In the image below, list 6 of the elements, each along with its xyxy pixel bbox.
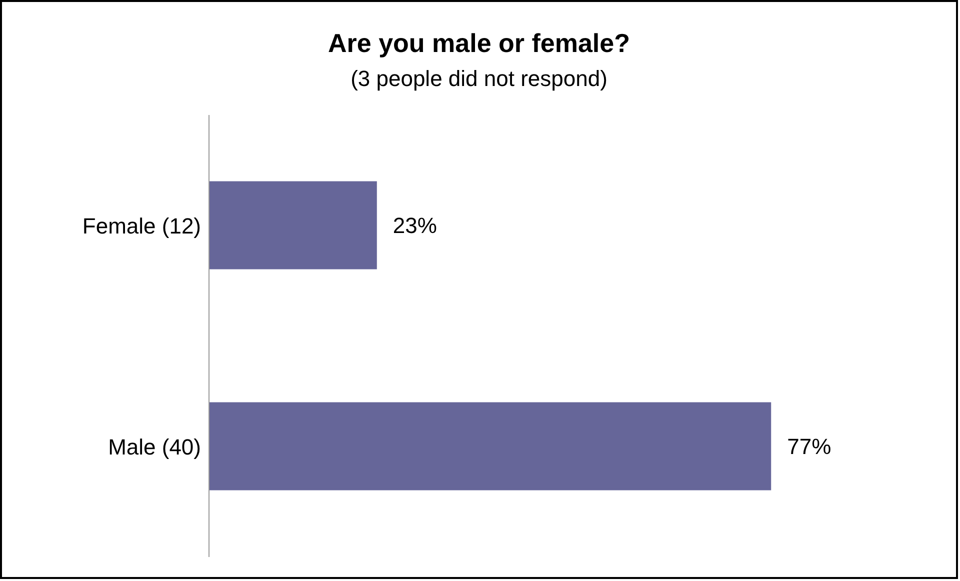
chart-subtitle: (3 people did not respond) (350, 66, 608, 92)
data-label: 77% (787, 434, 832, 459)
y-tick-label: Male (40) (108, 434, 201, 460)
y-tick-label: Female (12) (82, 213, 201, 238)
chart-title: Are you male or female? (327, 28, 631, 59)
data-label: 23% (392, 212, 437, 238)
